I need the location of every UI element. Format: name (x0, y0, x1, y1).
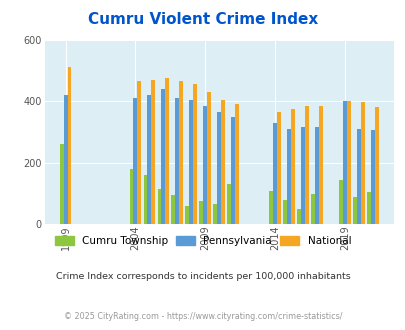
Bar (221, 100, 224, 224)
Bar (318, 106, 322, 224)
Bar (64, 95, 67, 224)
Text: © 2025 CityRating.com - https://www.cityrating.com/crime-statistics/: © 2025 CityRating.com - https://www.city… (64, 312, 341, 321)
Bar (67, 67, 71, 224)
Bar (161, 89, 165, 224)
Bar (213, 204, 217, 224)
Bar (276, 112, 280, 224)
Bar (301, 127, 304, 224)
Bar (360, 102, 364, 224)
Bar (199, 201, 203, 224)
Bar (342, 101, 346, 224)
Bar (165, 78, 169, 224)
Bar (273, 123, 276, 224)
Bar (137, 81, 141, 224)
Bar (374, 107, 378, 224)
Bar (189, 100, 193, 224)
Bar (185, 206, 189, 224)
Bar (231, 116, 234, 224)
Bar (143, 175, 147, 224)
Bar (352, 197, 356, 224)
Bar (129, 169, 133, 224)
Text: Crime Index corresponds to incidents per 100,000 inhabitants: Crime Index corresponds to incidents per… (55, 272, 350, 281)
Legend: Cumru Township, Pennsylvania, National: Cumru Township, Pennsylvania, National (51, 232, 354, 250)
Bar (217, 112, 221, 224)
Bar (175, 98, 179, 224)
Bar (338, 180, 342, 224)
Bar (283, 200, 286, 224)
Bar (179, 81, 183, 224)
Bar (296, 209, 301, 224)
Bar (227, 184, 231, 224)
Bar (290, 109, 294, 224)
Bar (133, 98, 137, 224)
Bar (193, 84, 197, 224)
Bar (147, 95, 151, 224)
Text: Cumru Violent Crime Index: Cumru Violent Crime Index (87, 12, 318, 26)
Bar (314, 127, 318, 224)
Bar (269, 190, 273, 224)
Bar (304, 106, 308, 224)
Bar (310, 194, 314, 224)
Bar (286, 129, 290, 224)
Bar (171, 195, 175, 224)
Bar (356, 129, 360, 224)
Bar (346, 101, 350, 224)
Bar (60, 144, 64, 224)
Bar (151, 80, 155, 224)
Bar (366, 192, 370, 224)
Bar (203, 106, 207, 224)
Bar (207, 92, 211, 224)
Bar (370, 130, 374, 224)
Bar (234, 104, 239, 224)
Bar (157, 189, 161, 224)
